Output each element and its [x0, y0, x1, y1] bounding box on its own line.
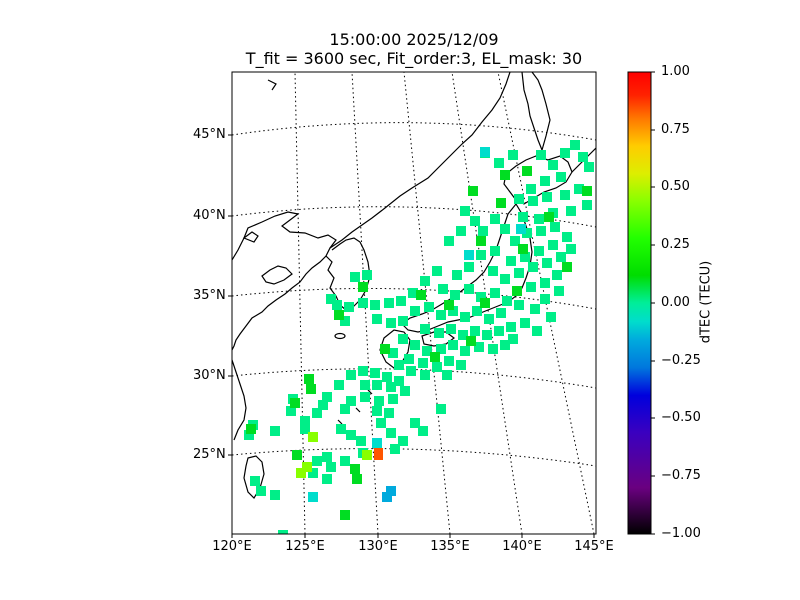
colorbar-tick-label: 0.50	[661, 179, 690, 194]
lat-tick-35: 35°N	[193, 288, 226, 303]
map-subtitle: T_fit = 3600 sec, Fit_order:3, EL_mask: …	[245, 49, 583, 68]
lat-tick-25: 25°N	[193, 447, 226, 462]
lon-tick-125: 125°E	[285, 539, 325, 554]
lon-tick-145: 145°E	[574, 539, 614, 554]
lat-tick-45: 45°N	[193, 127, 226, 142]
map-frame	[231, 71, 597, 535]
colorbar-tick-label: −0.75	[661, 468, 701, 483]
dtec-points	[244, 140, 594, 534]
lat-tick-30: 30°N	[193, 368, 226, 383]
lon-tick-130: 130°E	[358, 539, 398, 554]
colorbar	[627, 71, 652, 535]
colorbar-tick-label: 0.00	[661, 295, 690, 310]
colorbar-tick-label: −1.00	[661, 526, 701, 541]
lon-tick-140: 140°E	[502, 539, 542, 554]
colorbar-tick-label: −0.50	[661, 410, 701, 425]
lon-tick-135: 135°E	[430, 539, 470, 554]
lat-tick-40: 40°N	[193, 208, 226, 223]
colorbar-tick-label: 0.25	[661, 237, 690, 252]
map-title: 15:00:00 2025/12/09	[329, 30, 499, 49]
longitude-gridlines	[232, 72, 595, 534]
axis-ticks	[228, 134, 595, 538]
lon-tick-120: 120°E	[212, 539, 252, 554]
colorbar-tick-label: −0.25	[661, 353, 701, 368]
colorbar-ticks	[651, 71, 655, 535]
colorbar-tick-label: 1.00	[661, 64, 690, 79]
colorbar-label: dTEC (TECU)	[698, 260, 714, 344]
colorbar-tick-label: 0.75	[661, 122, 690, 137]
